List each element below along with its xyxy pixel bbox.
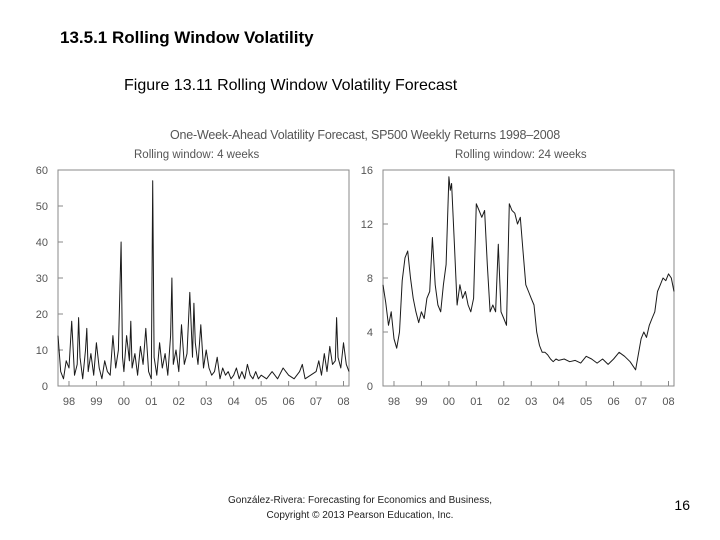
x-tick-label: 02 — [173, 396, 185, 408]
footer-line-2: Copyright © 2013 Pearson Education, Inc. — [266, 509, 454, 521]
x-tick-label: 04 — [228, 396, 240, 408]
footer-credit: González-Rivera: Forecasting for Economi… — [200, 494, 520, 523]
y-tick-label: 4 — [367, 327, 373, 339]
left-panel-plot: 0 10 20 30 40 50 60 98 99 00 01 02 03 04 05 06 07 08 — [36, 165, 350, 408]
y-tick-label: 0 — [367, 381, 373, 393]
x-tick-label: 03 — [525, 396, 537, 408]
x-tick-label: 01 — [470, 396, 482, 408]
x-tick-label: 99 — [415, 396, 427, 408]
x-tick-label: 01 — [145, 396, 157, 408]
section-title: 13.5.1 Rolling Window Volatility — [60, 28, 314, 47]
x-tick-label: 07 — [310, 396, 322, 408]
chart-title: One-Week-Ahead Volatility Forecast, SP50… — [170, 128, 560, 142]
x-tick-label: 08 — [337, 396, 349, 408]
right-panel-subtitle: Rolling window: 24 weeks — [455, 149, 587, 161]
footer-line-1: González-Rivera: Forecasting for Economi… — [227, 495, 492, 506]
y-tick-label: 20 — [36, 309, 48, 321]
y-tick-label: 60 — [36, 165, 48, 177]
page-number: 16 — [674, 497, 690, 513]
x-tick-label: 02 — [498, 396, 510, 408]
x-tick-label: 00 — [118, 396, 130, 408]
y-tick-label: 8 — [367, 273, 373, 285]
plot-frame — [57, 169, 350, 387]
plot-frame — [382, 169, 675, 387]
y-tick-label: 40 — [36, 237, 48, 249]
x-tick-label: 03 — [200, 396, 212, 408]
x-tick-label: 07 — [635, 396, 647, 408]
y-tick-label: 16 — [361, 165, 373, 177]
y-tick-label: 12 — [361, 219, 373, 231]
figure-caption: Figure 13.11 Rolling Window Volatility F… — [124, 77, 458, 94]
x-tick-label: 08 — [662, 396, 674, 408]
y-tick-label: 30 — [36, 273, 48, 285]
y-tick-label: 10 — [36, 345, 48, 357]
volatility-series-line — [382, 176, 675, 371]
y-tick-label: 0 — [42, 381, 48, 393]
left-panel-subtitle: Rolling window: 4 weeks — [134, 149, 260, 161]
x-tick-label: 98 — [63, 396, 75, 408]
volatility-series-line — [57, 180, 350, 380]
y-tick-label: 50 — [36, 201, 48, 213]
x-tick-label: 05 — [255, 396, 267, 408]
x-tick-label: 04 — [553, 396, 565, 408]
x-tick-label: 06 — [282, 396, 294, 408]
x-tick-label: 99 — [90, 396, 102, 408]
x-tick-label: 98 — [388, 396, 400, 408]
x-tick-label: 05 — [580, 396, 592, 408]
x-tick-label: 00 — [443, 396, 455, 408]
x-tick-label: 06 — [607, 396, 619, 408]
